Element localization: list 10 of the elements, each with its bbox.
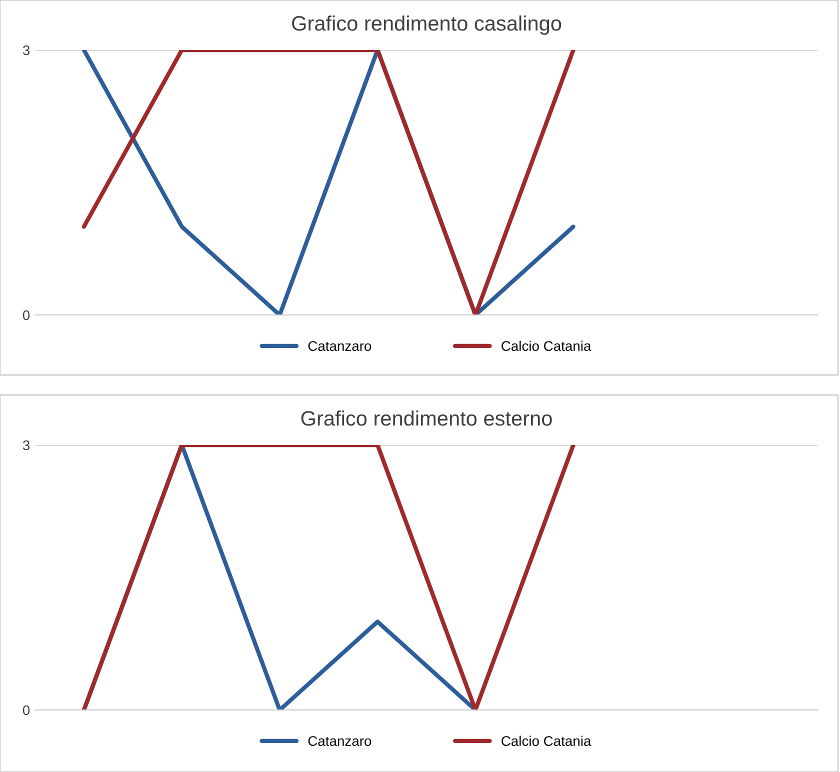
- y-tick-label: 0: [22, 705, 30, 716]
- legend-label: Calcio Catania: [502, 340, 592, 351]
- y-tick-label: 0: [22, 310, 30, 320]
- legend-label: Catanzaro: [308, 341, 372, 351]
- chart-title: Grafico rendimento esterno: [301, 410, 552, 426]
- y-tick-label: 3: [22, 45, 30, 56]
- legend-label: Calcio Catania: [502, 736, 592, 746]
- chart-title: Grafico rendimento casalingo: [292, 15, 562, 35]
- y-tick-label: 3: [22, 440, 30, 450]
- legend-label: Catanzaro: [308, 736, 372, 746]
